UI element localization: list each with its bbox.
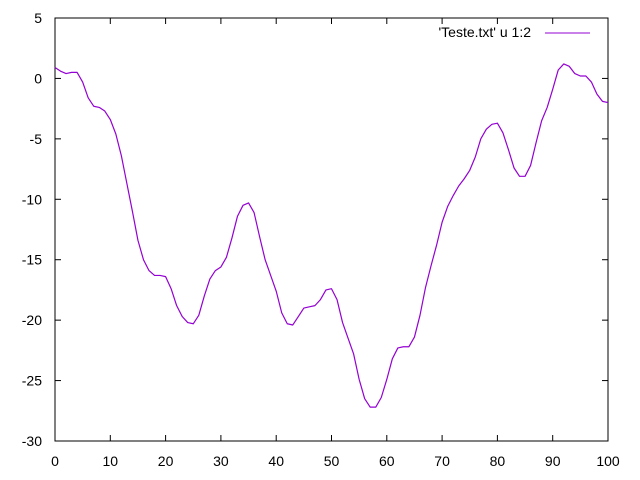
y-tick-label: -5	[30, 131, 43, 147]
series-layer	[54, 63, 609, 408]
y-tick-label: -10	[22, 191, 42, 207]
y-tick-label: -25	[22, 373, 42, 389]
legend-label: 'Teste.txt' u 1:2	[438, 24, 531, 40]
y-tick-label: -20	[22, 312, 42, 328]
x-tick-label: 50	[324, 453, 340, 469]
x-tick-label: 10	[103, 453, 119, 469]
y-tick-label: 5	[34, 10, 42, 26]
y-tick-label: -30	[22, 433, 42, 449]
y-tick-label: 0	[34, 70, 42, 86]
axes: 0 10 20 30 40 50 60 70 80 90 10050-5-10-15-20-25-3…	[22, 10, 620, 469]
x-tick-label: 0	[51, 453, 59, 469]
y-tick-label: -15	[22, 252, 42, 268]
x-tick-label: 30	[213, 453, 229, 469]
x-tick-label: 70	[434, 453, 450, 469]
x-tick-label: 20	[158, 453, 174, 469]
series-line-0	[54, 63, 609, 408]
x-tick-label: 80	[490, 453, 506, 469]
x-tick-label: 90	[545, 453, 561, 469]
legend: 'Teste.txt' u 1:2	[438, 24, 590, 40]
x-tick-label: 100	[596, 453, 620, 469]
x-tick-label: 40	[268, 453, 284, 469]
x-tick-label: 60	[379, 453, 395, 469]
